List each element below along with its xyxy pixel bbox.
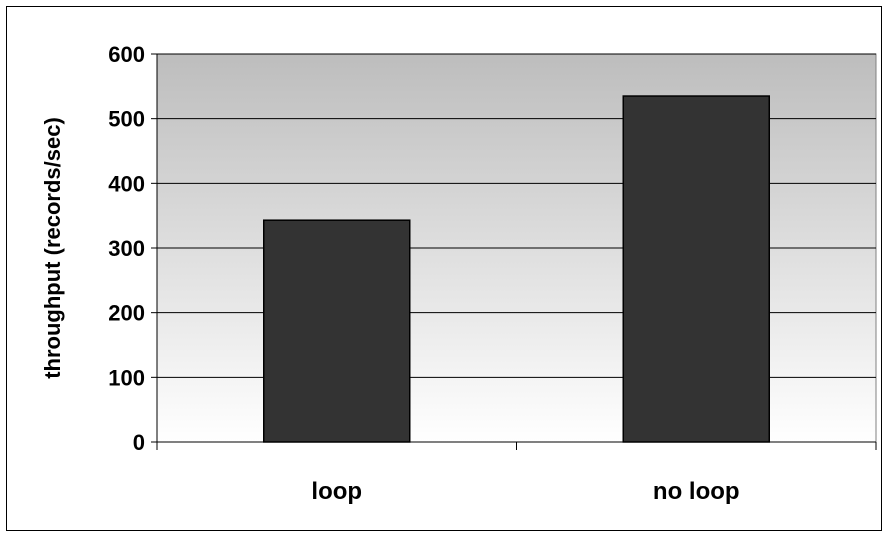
bar-no-loop xyxy=(622,95,770,443)
x-category-label: loop xyxy=(311,478,362,505)
bars xyxy=(263,95,770,443)
axes xyxy=(151,53,877,450)
x-category-labels: loop no loop xyxy=(311,478,739,505)
y-tick-label: 300 xyxy=(108,236,145,261)
y-tick-labels: 0 100 200 300 400 500 600 xyxy=(108,42,145,455)
y-tick-label: 600 xyxy=(108,42,145,67)
y-tick-label: 100 xyxy=(108,365,145,390)
bar-loop xyxy=(263,219,411,443)
y-tick-label: 500 xyxy=(108,107,145,132)
y-axis-title: throughput (records/sec) xyxy=(40,117,65,379)
x-category-label: no loop xyxy=(653,478,740,505)
y-tick-label: 200 xyxy=(108,301,145,326)
y-tick-label: 400 xyxy=(108,171,145,196)
y-tick-label: 0 xyxy=(133,430,145,455)
